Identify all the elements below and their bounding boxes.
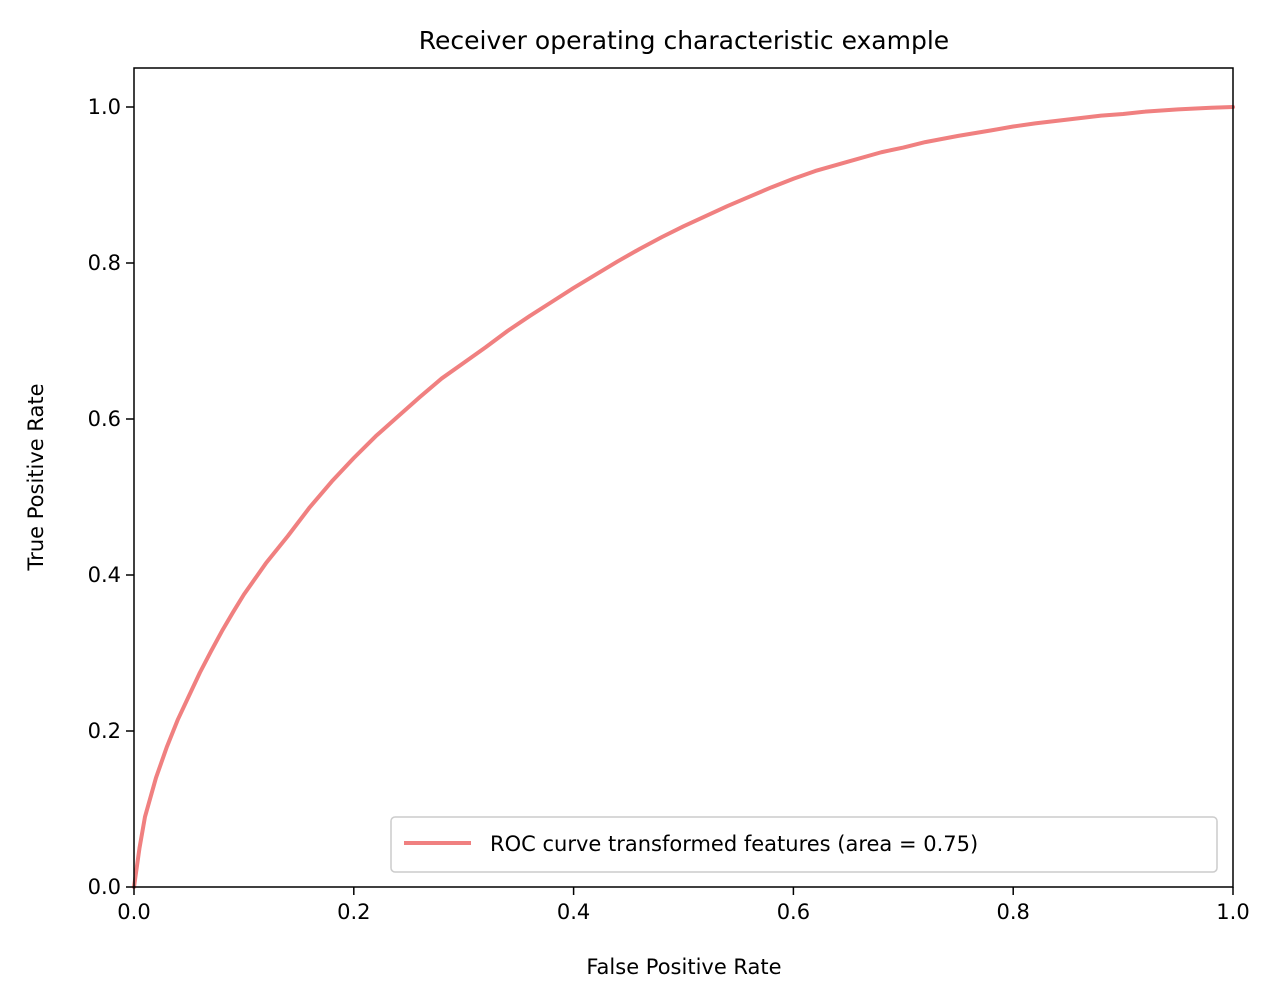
x-tick-label: 0.2 <box>337 900 370 924</box>
y-tick-label: 0.8 <box>88 251 121 275</box>
legend-label: ROC curve transformed features (area = 0… <box>490 832 978 856</box>
y-tick-label: 0.6 <box>88 407 121 431</box>
y-tick-label: 0.2 <box>88 719 121 743</box>
x-axis: 0.0 0.2 0.4 0.6 0.8 1.0 <box>117 887 1250 924</box>
chart-title: Receiver operating characteristic exampl… <box>419 26 949 55</box>
legend-box <box>390 816 1218 873</box>
y-axis-label: True Positive Rate <box>24 383 48 571</box>
x-tick-label: 0.8 <box>996 900 1029 924</box>
plot-area <box>132 67 1235 889</box>
axes-frame <box>133 67 1234 888</box>
y-axis: 0.0 0.2 0.4 0.6 0.8 1.0 <box>88 95 134 899</box>
roc-curve-line <box>132 105 1235 889</box>
x-axis-label: False Positive Rate <box>586 955 781 979</box>
x-tick-label: 0.0 <box>117 900 150 924</box>
y-tick-label: 1.0 <box>88 95 121 119</box>
x-tick-label: 0.4 <box>557 900 590 924</box>
legend: ROC curve transformed features (area = 0… <box>390 816 1218 873</box>
y-tick-label: 0.0 <box>88 875 121 899</box>
x-tick-label: 1.0 <box>1216 900 1249 924</box>
y-tick-label: 0.4 <box>88 563 121 587</box>
x-tick-label: 0.6 <box>777 900 810 924</box>
axes-background <box>134 68 1233 887</box>
